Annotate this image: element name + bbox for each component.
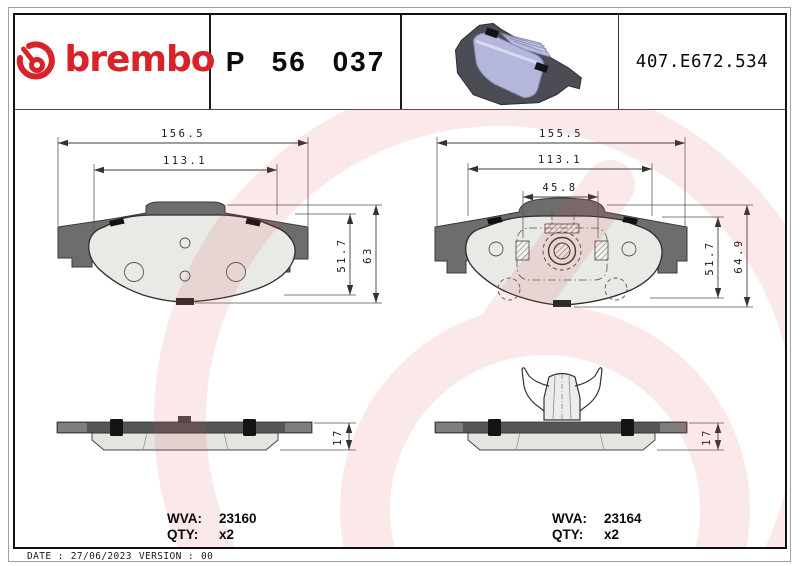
part-number: P 56 037 bbox=[225, 46, 386, 77]
brake-pad-3d-render bbox=[454, 22, 582, 105]
brand-logo: brembo bbox=[10, 36, 215, 88]
qty-label: QTY: bbox=[552, 527, 584, 542]
qty-value: x2 bbox=[604, 527, 620, 542]
part-number-cell: P 56 037 bbox=[209, 15, 400, 109]
wva-label: WVA: bbox=[167, 511, 202, 526]
revision-line: DATE : 27/06/2023 VERSION : 00 bbox=[27, 551, 220, 562]
date-label: DATE : bbox=[27, 551, 64, 562]
qty-value: x2 bbox=[219, 527, 235, 542]
brembo-logo-icon bbox=[16, 41, 55, 80]
drawing-frame: brembo P 56 037 407.E672.534 bbox=[13, 13, 787, 549]
wva-label: WVA: bbox=[552, 511, 587, 526]
version-value: 00 bbox=[201, 551, 214, 562]
catalog-number-cell: 407.E672.534 bbox=[618, 15, 785, 109]
wva-number: 23160 bbox=[219, 511, 257, 526]
render-cell bbox=[400, 15, 618, 109]
date-value: 27/06/2023 bbox=[70, 551, 132, 562]
qty-label: QTY: bbox=[167, 527, 199, 542]
version-label: VERSION : bbox=[138, 551, 194, 562]
title-block: brembo P 56 037 407.E672.534 bbox=[15, 15, 785, 110]
catalog-number: 407.E672.534 bbox=[635, 52, 769, 72]
left-pad-info: WVA: 23160 QTY: x2 bbox=[167, 511, 257, 542]
brand-cell: brembo bbox=[15, 15, 215, 109]
wva-number: 23164 bbox=[604, 511, 642, 526]
right-pad-info: WVA: 23164 QTY: x2 bbox=[552, 511, 642, 542]
page-outer-border bbox=[8, 7, 791, 562]
brand-name: brembo bbox=[64, 39, 216, 80]
